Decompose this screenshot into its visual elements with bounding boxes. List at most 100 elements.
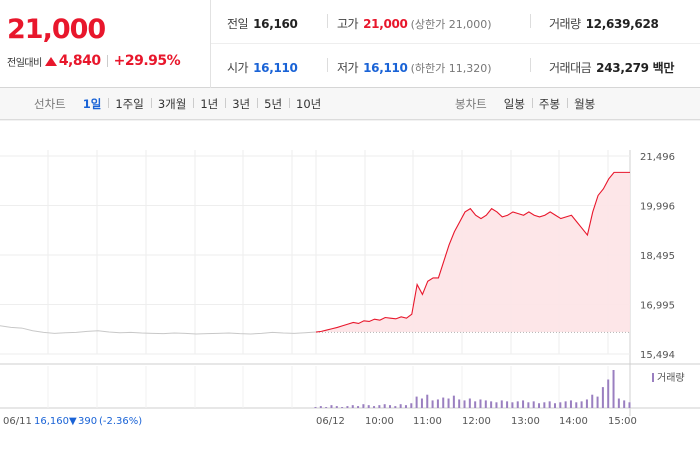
volume-bars xyxy=(314,370,631,408)
prev-day-percent: (-2.36%) xyxy=(99,416,142,427)
price-area xyxy=(0,171,630,335)
x-time-label: 13:00 xyxy=(511,416,540,427)
down-arrow-icon: ▼ xyxy=(69,416,77,427)
volume-bar xyxy=(474,401,477,408)
open-value: 16,110 xyxy=(253,61,298,75)
volume-bar xyxy=(506,401,509,408)
volume-bar xyxy=(335,406,338,408)
volume-bar xyxy=(314,407,317,408)
prev-day-line xyxy=(0,325,317,335)
divider xyxy=(327,58,328,72)
upper-limit: (상한가 21,000) xyxy=(410,18,492,31)
volume-bar xyxy=(500,400,503,408)
x-date-label: 06/12 xyxy=(316,416,345,427)
low-label: 저가 xyxy=(337,61,359,75)
volume-bar xyxy=(383,404,386,408)
change-percent: +29.95% xyxy=(113,53,181,69)
x-time-label: 11:00 xyxy=(413,416,442,427)
current-price: 21,000 xyxy=(7,14,106,45)
volume-bar xyxy=(373,406,376,408)
tab-10y[interactable]: 10년 xyxy=(289,96,328,112)
volume-bar xyxy=(319,406,322,408)
low-value: 16,110 xyxy=(363,61,408,75)
volume-bar xyxy=(591,394,594,408)
volume-cell: 거래량 12,639,628 xyxy=(549,15,659,32)
volume-bar xyxy=(511,402,514,408)
volume-bar xyxy=(612,370,615,408)
amount-value: 243,279 백만 xyxy=(596,61,675,75)
volume-legend-swatch xyxy=(652,373,654,382)
tab-5y[interactable]: 5년 xyxy=(257,96,289,112)
tab-daily[interactable]: 일봉 xyxy=(503,97,525,111)
volume-bar xyxy=(575,402,578,408)
lower-limit: (하한가 11,320) xyxy=(410,62,492,75)
x-time-label: 14:00 xyxy=(559,416,588,427)
prev-close-label: 전일 xyxy=(227,17,249,31)
volume-bar xyxy=(394,406,397,408)
tab-monthly[interactable]: 월봉 xyxy=(567,96,602,112)
x-time-label: 10:00 xyxy=(365,416,394,427)
volume-bar xyxy=(330,405,333,408)
stats-table: 전일 16,160 고가 21,000 (상한가 21,000) 거래량 12,639,… xyxy=(211,0,700,88)
volume-bar xyxy=(522,400,525,408)
y-tick-label: 19,996 xyxy=(640,202,675,213)
amount-label: 거래대금 xyxy=(549,61,592,75)
volume-bar xyxy=(623,400,626,408)
volume-bar xyxy=(426,394,429,408)
tab-1y[interactable]: 1년 xyxy=(193,96,225,112)
volume-bar xyxy=(548,401,551,408)
candle-chart-title: 봉차트 xyxy=(455,97,487,111)
change-amount: 4,840 xyxy=(58,53,101,69)
volume-bar xyxy=(442,397,445,408)
chart-canvas[interactable]: 21,496 19,996 18,495 16,995 15,494 06/12 10:0… xyxy=(0,120,700,450)
volume-bar xyxy=(357,406,360,408)
volume-bar xyxy=(399,404,402,408)
volume-bar xyxy=(596,396,599,408)
volume-bar xyxy=(628,402,631,408)
prev-close-cell: 전일 16,160 xyxy=(227,15,298,32)
divider xyxy=(327,14,328,28)
volume-bar xyxy=(436,399,439,408)
volume-bar xyxy=(553,403,556,408)
volume-bar xyxy=(415,396,418,408)
tab-1d[interactable]: 1일 xyxy=(82,97,102,111)
prev-day-change: 390 xyxy=(78,416,97,427)
open-label: 시가 xyxy=(227,61,249,75)
price-summary: 21,000 전일대비 4,840 +29.95% 전일 16,160 고가 21,… xyxy=(0,0,700,88)
volume-bar xyxy=(378,405,381,408)
prev-day-price: 16,160 xyxy=(34,416,69,427)
tab-weekly[interactable]: 주봉 xyxy=(531,96,567,112)
volume-bar xyxy=(617,398,620,408)
high-label: 고가 xyxy=(337,17,359,31)
divider xyxy=(530,58,531,72)
today-fill xyxy=(316,172,630,333)
volume-bar xyxy=(346,406,349,408)
high-value: 21,000 xyxy=(363,17,408,31)
volume-bar xyxy=(569,400,572,408)
volume-legend-label: 거래량 xyxy=(657,372,685,384)
volume-bar xyxy=(601,387,604,408)
divider xyxy=(530,14,531,28)
candle-chart-tabs: 봉차트 일봉 주봉 월봉 xyxy=(455,88,602,120)
tab-3y[interactable]: 3년 xyxy=(225,96,257,112)
x-axis-labels: 06/12 10:00 11:00 12:00 13:00 14:00 15:00 xyxy=(316,416,637,427)
prev-close-value: 16,160 xyxy=(253,17,298,31)
tab-1w[interactable]: 1주일 xyxy=(108,96,150,112)
tab-3m[interactable]: 3개월 xyxy=(150,96,193,112)
volume-bar xyxy=(538,403,541,408)
prev-day-info: 06/11 16,160 ▼ 390 (-2.36%) xyxy=(3,416,142,427)
volume-bar xyxy=(389,405,392,408)
line-chart-tabs: 선차트 1일 1주일 3개월 1년 3년 5년 10년 xyxy=(34,88,328,120)
high-cell: 고가 21,000 (상한가 21,000) xyxy=(337,15,492,32)
volume-bar xyxy=(607,379,610,408)
volume-bar xyxy=(490,401,493,408)
volume-bar xyxy=(447,398,450,408)
volume-value: 12,639,628 xyxy=(585,17,659,31)
volume-bar xyxy=(564,401,567,408)
today-price-line xyxy=(315,171,630,333)
y-tick-label: 21,496 xyxy=(640,152,675,163)
low-cell: 저가 16,110 (하한가 11,320) xyxy=(337,59,492,76)
price-chart[interactable]: 21,496 19,996 18,495 16,995 15,494 06/12 10:0… xyxy=(0,120,700,450)
y-tick-label: 18,495 xyxy=(640,251,675,262)
volume-bar xyxy=(420,398,423,408)
